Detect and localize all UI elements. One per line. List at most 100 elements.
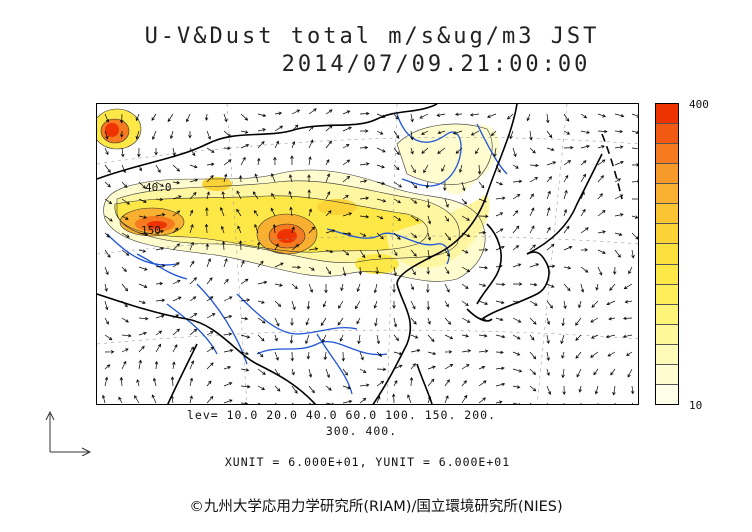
- wind-vector: [320, 317, 327, 327]
- wind-vector: [529, 317, 537, 325]
- wind-vector: [254, 173, 259, 183]
- wind-vector: [444, 364, 454, 370]
- wind-vector: [290, 318, 294, 326]
- wind-vector: [240, 130, 249, 134]
- wind-vector: [151, 113, 157, 121]
- wind-vector: [444, 334, 454, 340]
- wind-vector: [138, 164, 143, 172]
- wind-vector: [325, 402, 334, 404]
- wind-vector: [342, 385, 351, 390]
- wind-vector: [121, 164, 126, 174]
- wind-vector: [546, 264, 556, 268]
- wind-vector: [563, 245, 573, 251]
- wind-vector: [307, 174, 311, 182]
- wind-vector: [444, 317, 452, 325]
- wind-vector: [138, 249, 147, 253]
- wind-vector: [421, 130, 429, 135]
- wind-vector: [631, 402, 634, 404]
- wind-vector: [257, 140, 265, 149]
- wind-vector: [478, 380, 487, 387]
- wind-vector: [624, 300, 633, 304]
- wind-vector: [339, 334, 344, 342]
- wind-vector: [341, 351, 346, 362]
- wind-vector: [478, 317, 487, 322]
- colorbar-swatch: [656, 244, 678, 265]
- wind-vector: [342, 232, 352, 236]
- wind-vector: [546, 206, 551, 217]
- wind-vector: [121, 317, 129, 323]
- wind-vector: [104, 334, 113, 341]
- wind-vector: [590, 351, 599, 358]
- wind-vector: [121, 215, 129, 220]
- wind-vector: [495, 212, 504, 217]
- wind-vector: [188, 130, 192, 139]
- wind-vector: [597, 159, 606, 166]
- wind-vector: [359, 397, 367, 404]
- wind-vector: [546, 402, 548, 404]
- wind-vector: [274, 334, 278, 342]
- wind-vector: [189, 296, 197, 302]
- wind-vector: [410, 181, 418, 189]
- wind-vector: [342, 110, 351, 115]
- vector-unit-text: XUNIT = 6.000E+01, YUNIT = 6.000E+01: [224, 455, 511, 469]
- wind-vector: [376, 351, 383, 357]
- wind-vector: [563, 402, 565, 404]
- dust-field: [97, 109, 500, 282]
- wind-vector: [374, 317, 378, 327]
- wind-vector: [478, 349, 489, 353]
- wind-vector: [342, 368, 348, 376]
- wind-vector: [563, 174, 569, 183]
- wind-vector: [189, 277, 198, 285]
- wind-vector: [104, 364, 111, 370]
- wind-vector: [119, 376, 124, 387]
- wind-vector: [324, 284, 328, 294]
- wind-vector: [305, 317, 310, 326]
- wind-vector: [155, 330, 163, 336]
- wind-vector: [342, 212, 353, 217]
- wind-vector: [104, 113, 110, 123]
- wind-vector: [325, 159, 330, 166]
- wind-vector: [421, 147, 429, 154]
- wind-vector: [410, 164, 416, 174]
- wind-vector: [631, 113, 638, 118]
- wind-vector: [478, 230, 487, 235]
- axes-unit-icon: [45, 410, 92, 456]
- wind-vector: [444, 232, 451, 241]
- wind-vector: [291, 283, 298, 290]
- wind-vector: [529, 244, 536, 251]
- wind-vector: [375, 266, 379, 275]
- wind-vector: [322, 300, 327, 308]
- wind-vector: [427, 232, 431, 241]
- wind-vector: [512, 368, 523, 373]
- wind-vector: [151, 130, 157, 140]
- wind-vector: [121, 147, 125, 158]
- wind-vector: [155, 264, 166, 268]
- wind-vector: [393, 266, 397, 277]
- wind-vector: [427, 215, 432, 225]
- colorbar-swatch: [656, 164, 678, 185]
- wind-vector: [470, 130, 480, 136]
- wind-vector: [189, 312, 198, 319]
- wind-vector: [189, 164, 198, 169]
- wind-vector: [155, 298, 166, 303]
- wind-vector: [529, 130, 533, 141]
- wind-vector: [393, 113, 399, 120]
- contour-lines: [97, 108, 493, 282]
- wind-vector: [360, 129, 369, 133]
- wind-vector: [512, 147, 517, 158]
- wind-vector: [172, 279, 181, 285]
- colorbar: [655, 103, 679, 405]
- wind-vector: [495, 382, 506, 387]
- wind-vector: [325, 249, 334, 254]
- wind-vector: [337, 317, 344, 326]
- wind-vector: [308, 402, 314, 404]
- wind-vector: [631, 249, 635, 259]
- wind-vector: [308, 125, 314, 132]
- wind-vector: [376, 232, 384, 240]
- wind-vector: [614, 113, 625, 118]
- wind-vector: [563, 300, 567, 310]
- wind-vector: [546, 113, 550, 124]
- wind-vector: [189, 241, 194, 251]
- wind-vector: [240, 334, 251, 339]
- wind-vector: [376, 147, 386, 153]
